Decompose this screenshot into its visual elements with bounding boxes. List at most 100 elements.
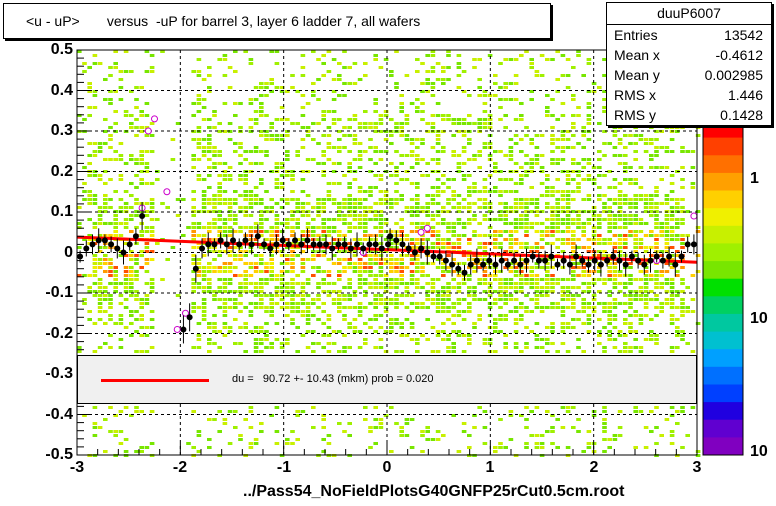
heatmap-cell <box>435 302 441 305</box>
heatmap-cell <box>113 218 118 221</box>
heatmap-cell <box>675 294 680 297</box>
heatmap-cell <box>311 298 316 301</box>
heatmap-cell <box>259 286 264 289</box>
profile-point <box>242 237 249 244</box>
heatmap-cell <box>576 226 581 229</box>
heatmap-cell <box>113 226 118 229</box>
heatmap-cell <box>420 210 425 213</box>
palette-band <box>703 437 743 456</box>
heatmap-cell <box>222 198 228 201</box>
profile-point <box>335 241 342 248</box>
heatmap-cell <box>207 142 212 145</box>
heatmap-cell <box>191 290 196 293</box>
heatmap-cell <box>602 202 607 205</box>
heatmap-cell <box>399 294 404 297</box>
heatmap-cell <box>316 298 321 301</box>
profile-point <box>628 253 635 260</box>
profile-point <box>372 241 379 248</box>
heatmap-cell <box>383 194 389 197</box>
heatmap-cell <box>352 158 358 161</box>
heatmap-cell <box>659 234 664 237</box>
heatmap-cell <box>435 246 441 249</box>
heatmap-cell <box>129 290 134 293</box>
heatmap-cell <box>118 346 124 349</box>
heatmap-cell <box>123 266 129 269</box>
heatmap-cell <box>441 298 446 301</box>
heatmap-cell <box>586 318 592 321</box>
profile-point <box>455 265 462 272</box>
heatmap-cell <box>207 166 212 169</box>
heatmap-cell <box>482 234 488 237</box>
heatmap-cell <box>529 222 534 225</box>
heatmap-cell <box>602 254 607 257</box>
heatmap-cell <box>654 282 659 285</box>
heatmap-cell <box>534 294 540 297</box>
heatmap-cell <box>482 122 488 125</box>
heatmap-cell <box>571 114 576 117</box>
heatmap-cell <box>576 310 581 313</box>
heatmap-cell <box>248 234 254 237</box>
heatmap-cell <box>196 258 202 261</box>
heatmap-cell <box>290 254 295 257</box>
heatmap-cell <box>529 298 534 301</box>
heatmap-cell <box>300 114 306 117</box>
heatmap-cell <box>144 182 150 185</box>
heatmap-cell <box>269 278 274 281</box>
heatmap-cell <box>399 326 404 329</box>
heatmap-cell <box>659 178 664 181</box>
heatmap-cell <box>279 342 285 345</box>
heatmap-cell <box>264 206 269 209</box>
heatmap-cell <box>201 190 207 193</box>
heatmap-cell <box>456 234 462 237</box>
heatmap-cell <box>222 286 228 289</box>
heatmap-cell <box>415 222 420 225</box>
heatmap-cell <box>643 250 649 253</box>
heatmap-cell <box>441 266 446 269</box>
heatmap-cell <box>560 286 566 289</box>
heatmap-cell <box>597 250 602 253</box>
profile-point <box>298 241 305 248</box>
heatmap-cell <box>477 278 482 281</box>
heatmap-cell <box>97 178 103 181</box>
heatmap-cell <box>550 242 555 245</box>
heatmap-cell <box>357 142 363 145</box>
heatmap-cell <box>290 310 295 313</box>
heatmap-cell <box>149 234 155 237</box>
heatmap-cell <box>529 98 534 101</box>
heatmap-cell <box>295 350 300 353</box>
heatmap-cell <box>529 58 534 61</box>
heatmap-cell <box>337 230 342 233</box>
heatmap-cell <box>555 226 560 229</box>
heatmap-cell <box>357 278 363 281</box>
heatmap-cell <box>217 174 222 177</box>
heatmap-cell <box>326 342 332 345</box>
heatmap-cell <box>415 186 420 189</box>
heatmap-cell <box>217 150 222 153</box>
heatmap-cell <box>103 290 108 293</box>
heatmap-cell <box>607 186 612 189</box>
heatmap-cell <box>87 106 92 109</box>
heatmap-cell <box>565 174 571 177</box>
heatmap-cell <box>399 434 404 437</box>
heatmap-cell <box>482 290 488 293</box>
heatmap-cell <box>285 198 290 201</box>
heatmap-cell <box>305 282 311 285</box>
heatmap-cell <box>487 282 493 285</box>
heatmap-cell <box>617 226 623 229</box>
heatmap-cell <box>207 446 212 449</box>
heatmap-cell <box>534 210 540 213</box>
heatmap-cell <box>690 406 696 409</box>
heatmap-cell <box>617 206 623 209</box>
heatmap-cell <box>259 218 264 221</box>
heatmap-cell <box>326 318 332 321</box>
heatmap-cell <box>545 230 550 233</box>
heatmap-cell <box>238 342 243 345</box>
heatmap-cell <box>134 174 139 177</box>
heatmap-cell <box>201 306 207 309</box>
heatmap-cell <box>461 254 467 257</box>
heatmap-cell <box>623 202 628 205</box>
heatmap-cell <box>331 218 337 221</box>
heatmap-cell <box>207 74 212 77</box>
heatmap-cell <box>316 270 321 273</box>
heatmap-cell <box>175 214 181 217</box>
